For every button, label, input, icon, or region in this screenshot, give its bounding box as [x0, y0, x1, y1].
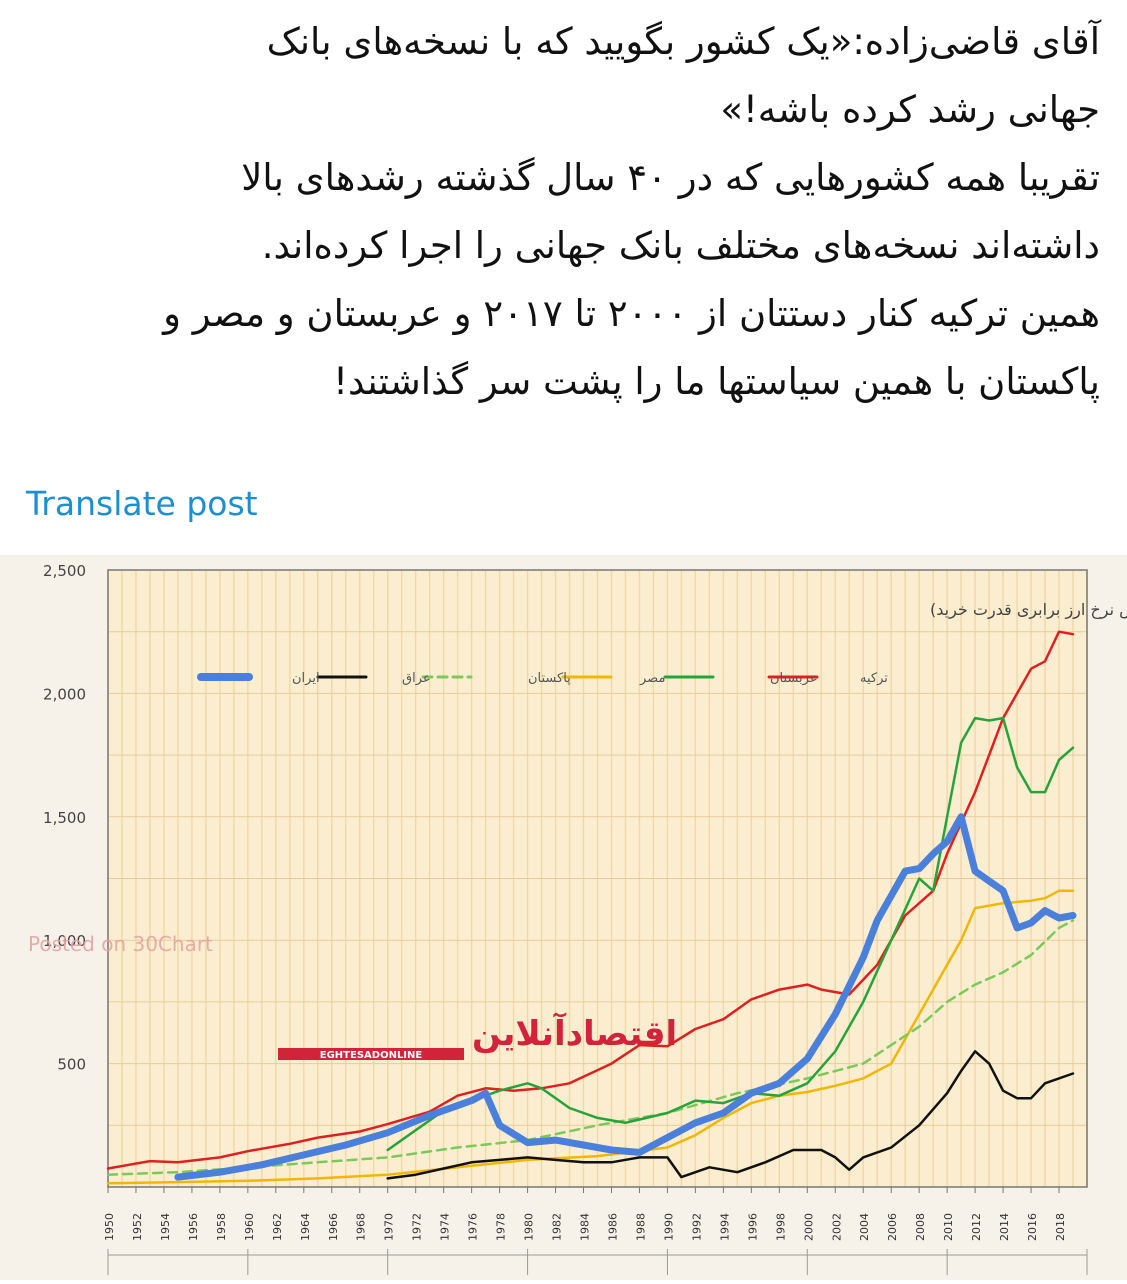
logo-bar	[278, 1048, 464, 1060]
x-tick-label: 1994	[718, 1213, 731, 1241]
x-tick-label: 1962	[271, 1213, 284, 1241]
x-tick-label: 1960	[243, 1213, 256, 1241]
series-line-عراق	[386, 1050, 1075, 1180]
x-tick-label: 1954	[159, 1213, 172, 1241]
post-text-line: تقریبا همه کشورهایی که در ۴۰ سال گذشته ر…	[241, 156, 1100, 199]
x-tick-label: 2014	[998, 1213, 1011, 1241]
x-tick-label: 1982	[551, 1213, 564, 1241]
x-tick-label: 1986	[606, 1213, 619, 1241]
x-tick-label: 1988	[634, 1213, 647, 1241]
x-tick-label: 1972	[411, 1213, 424, 1241]
x-tick-label: 1950	[103, 1213, 116, 1241]
post-text-line: آقای قاضی‌زاده:«یک کشور بگویید که با نسخ…	[266, 20, 1100, 63]
post-text-line: پاکستان با همین سیاستها ما را پشت سر گذا…	[333, 360, 1100, 403]
x-tick-label: 1996	[746, 1213, 759, 1241]
post-text: آقای قاضی‌زاده:«یک کشور بگویید که با نسخ…	[24, 8, 1100, 416]
logo-caption: EGHTESADONLINE	[320, 1050, 423, 1061]
x-tick-label: 1966	[327, 1213, 340, 1241]
chart-title: تولید ناخالص داخلی قیمت های ثابت ۲۰۱۷ (ب…	[930, 600, 1127, 620]
eghtesadonline-logo: اقتصادآنلاین	[472, 1012, 677, 1054]
x-tick-label: 2016	[1026, 1213, 1039, 1241]
x-tick-label: 2012	[970, 1213, 983, 1241]
x-tick-label: 2010	[942, 1213, 955, 1241]
series-line-مصر	[106, 889, 1075, 1185]
legend-label: عراق	[402, 671, 431, 686]
y-tick-label: 1,500	[43, 809, 86, 827]
legend-label: پاکستان	[528, 671, 571, 686]
y-tick-label: 500	[57, 1056, 86, 1074]
x-tick-label: 1952	[131, 1213, 144, 1241]
x-tick-label: 1990	[662, 1213, 675, 1241]
x-tick-label: 1992	[690, 1213, 703, 1241]
plot-frame	[107, 569, 1088, 1188]
x-tick-label: 1974	[439, 1213, 452, 1241]
x-tick-label: 2000	[802, 1213, 815, 1241]
post-text-line: جهانی رشد کرده باشه!»	[720, 88, 1100, 131]
legend-label: عربستان	[770, 671, 818, 686]
series-line-پاکستان	[106, 919, 1075, 1176]
x-tick-label: 2018	[1054, 1213, 1067, 1241]
legend-label: ایران	[292, 671, 320, 686]
x-tick-label: 1970	[383, 1213, 396, 1241]
x-tick-label: 1980	[523, 1213, 536, 1241]
x-tick-label: 1976	[467, 1213, 480, 1241]
series-line-ایران	[174, 813, 1077, 1181]
gdp-line-chart: 2,500 2,000 1,500 1,000 500 1950 1952 1954 1956 1…	[28, 562, 1127, 1284]
x-tick-label: 1956	[187, 1213, 200, 1241]
post-text-line: همین ترکیه کنار دستتان از ۲۰۰۰ تا ۲۰۱۷ و…	[163, 292, 1100, 335]
x-tick-label: 1968	[355, 1213, 368, 1241]
legend-label: مصر	[639, 671, 665, 686]
x-tick-label: 1998	[774, 1213, 787, 1241]
series-line-عربستان	[386, 716, 1075, 1152]
y-tick-label: 1,000	[43, 932, 86, 950]
posted-watermark: Posted on 30Chart	[28, 932, 213, 956]
x-tick-label: 1958	[215, 1213, 228, 1241]
post-text-line: داشته‌اند نسخه‌های مختلف بانک جهانی را ا…	[261, 224, 1100, 267]
x-tick-label: 1978	[495, 1213, 508, 1241]
y-tick-label: 2,000	[43, 685, 86, 703]
post-image-chart[interactable]: 2,500 2,000 1,500 1,000 500 1950 1952 1954 1956 1…	[0, 555, 1127, 1284]
x-tick-label: 2002	[830, 1213, 843, 1241]
x-tick-label: 2008	[914, 1213, 927, 1241]
y-tick-label: 2,500	[43, 562, 86, 580]
x-tick-label: 2004	[858, 1213, 871, 1241]
series-line-ترکیه	[106, 630, 1075, 1170]
x-tick-label: 1964	[299, 1213, 312, 1241]
legend-label: ترکیه	[860, 671, 888, 686]
translate-post-link[interactable]: Translate post	[26, 484, 258, 523]
x-tick-label: 1984	[579, 1213, 592, 1241]
x-tick-label: 2006	[886, 1213, 899, 1241]
